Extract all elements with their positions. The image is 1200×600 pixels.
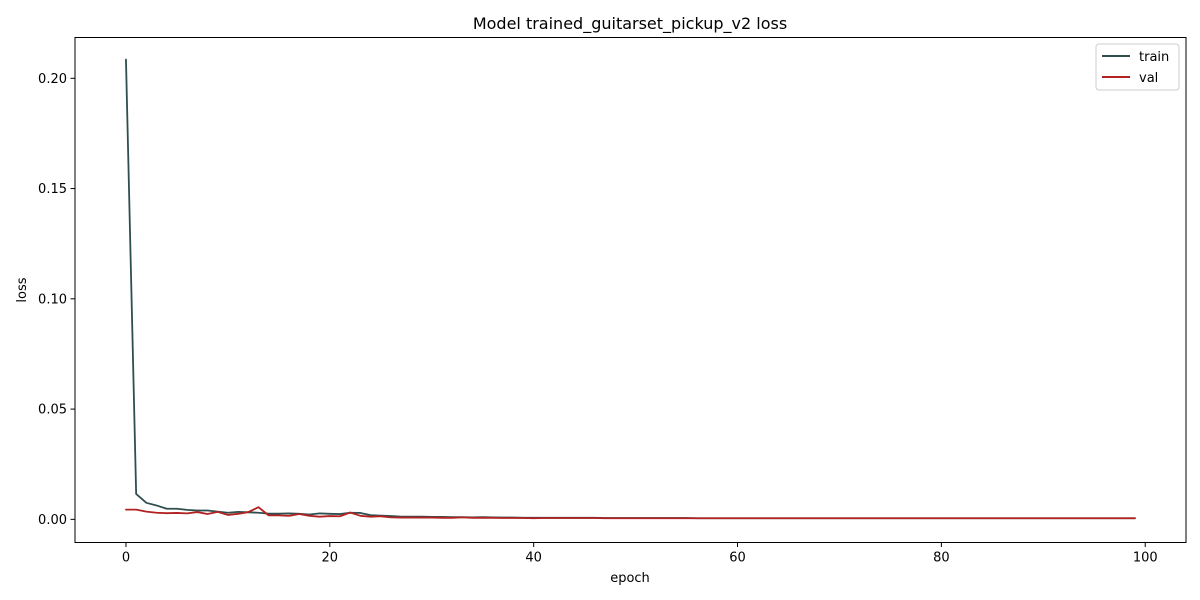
- y-axis-ticks: 0.00 0.05 0.10 0.15 0.20: [38, 72, 75, 528]
- y-tick-label: 0.00: [38, 513, 67, 528]
- legend-train-label: train: [1139, 50, 1169, 65]
- series-line-val: [125, 506, 1136, 520]
- legend-val-label: val: [1139, 71, 1158, 86]
- x-tick-label: 20: [322, 551, 339, 566]
- x-tick-label: 0: [122, 551, 130, 566]
- x-axis-label: epoch: [610, 571, 650, 586]
- x-tick-label: 100: [1133, 551, 1158, 566]
- y-tick-label: 0.05: [38, 403, 67, 418]
- series-layer: [125, 58, 1136, 520]
- x-tick-label: 40: [525, 551, 542, 566]
- y-tick-label: 0.10: [38, 292, 67, 307]
- x-axis-ticks: 0 20 40 60 80 100: [122, 542, 1158, 566]
- y-tick-label: 0.15: [38, 182, 67, 197]
- x-tick-label: 60: [729, 551, 746, 566]
- legend: train val: [1095, 43, 1180, 91]
- y-axis-label: loss: [15, 277, 30, 302]
- chart-title: Model trained_guitarset_pickup_v2 loss: [473, 14, 787, 34]
- y-tick-label: 0.20: [38, 72, 67, 87]
- x-tick-label: 80: [933, 551, 950, 566]
- plot-frame: [74, 37, 1187, 543]
